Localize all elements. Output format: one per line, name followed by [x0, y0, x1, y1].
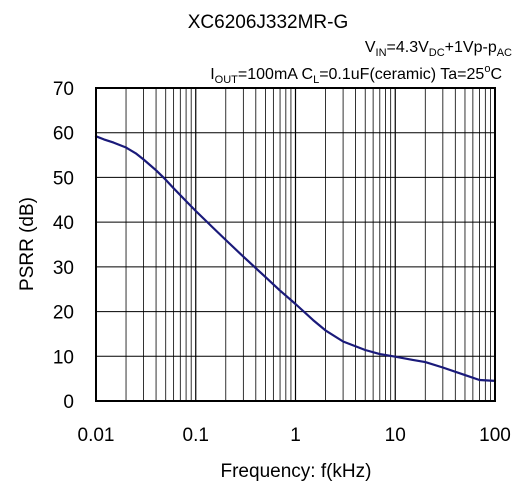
x-axis-label: Frequency: f(kHz) — [221, 461, 372, 482]
condition-load-part: C — [490, 66, 502, 83]
data-series — [94, 135, 497, 382]
condition-vin-part: +1Vp-p — [445, 39, 497, 56]
condition-vin: VIN=4.3VDC+1Vp-pAC — [365, 39, 512, 59]
y-axis-label: PSRR (dB) — [17, 197, 38, 291]
x-tick-label: 10 — [385, 425, 406, 446]
condition-vin-part: AC — [497, 47, 512, 59]
plot-grid — [96, 87, 495, 402]
plot-frame — [95, 87, 496, 402]
condition-load: IOUT=100mA CL=0.1uF(ceramic) Ta=25oC — [210, 63, 502, 86]
y-tick-label: 20 — [53, 303, 74, 324]
condition-load-part: L — [313, 74, 319, 86]
condition-vin-part: =4.3V — [387, 39, 430, 56]
chart-title: XC6206J332MR-G — [188, 12, 349, 33]
y-tick-label: 60 — [53, 124, 74, 145]
y-tick-label: 30 — [53, 258, 74, 279]
y-tick-label: 40 — [53, 213, 74, 234]
condition-vin-part: IN — [376, 47, 387, 59]
y-tick-label: 10 — [53, 347, 74, 368]
x-tick-label: 1 — [290, 425, 301, 446]
condition-load-part: I — [210, 66, 214, 83]
condition-load-part: =0.1uF(ceramic) Ta=25 — [319, 66, 484, 83]
condition-vin-part: V — [365, 39, 376, 56]
y-tick-label: 70 — [53, 79, 74, 100]
x-tick-label: 100 — [479, 425, 511, 446]
y-tick-label: 50 — [53, 168, 74, 189]
tick-labels: 0 10 20 30 40 50 60 70 0.01 0.1 1 10 100 — [53, 79, 511, 446]
condition-load-part: =100mA C — [238, 66, 313, 83]
y-tick-label: 0 — [63, 392, 74, 413]
condition-vin-part: DC — [429, 47, 445, 59]
condition-load-part: OUT — [215, 74, 239, 86]
x-tick-label: 0.1 — [183, 425, 209, 446]
condition-load-part: o — [484, 63, 490, 75]
x-tick-label: 0.01 — [78, 425, 115, 446]
psrr-curve — [94, 135, 497, 382]
